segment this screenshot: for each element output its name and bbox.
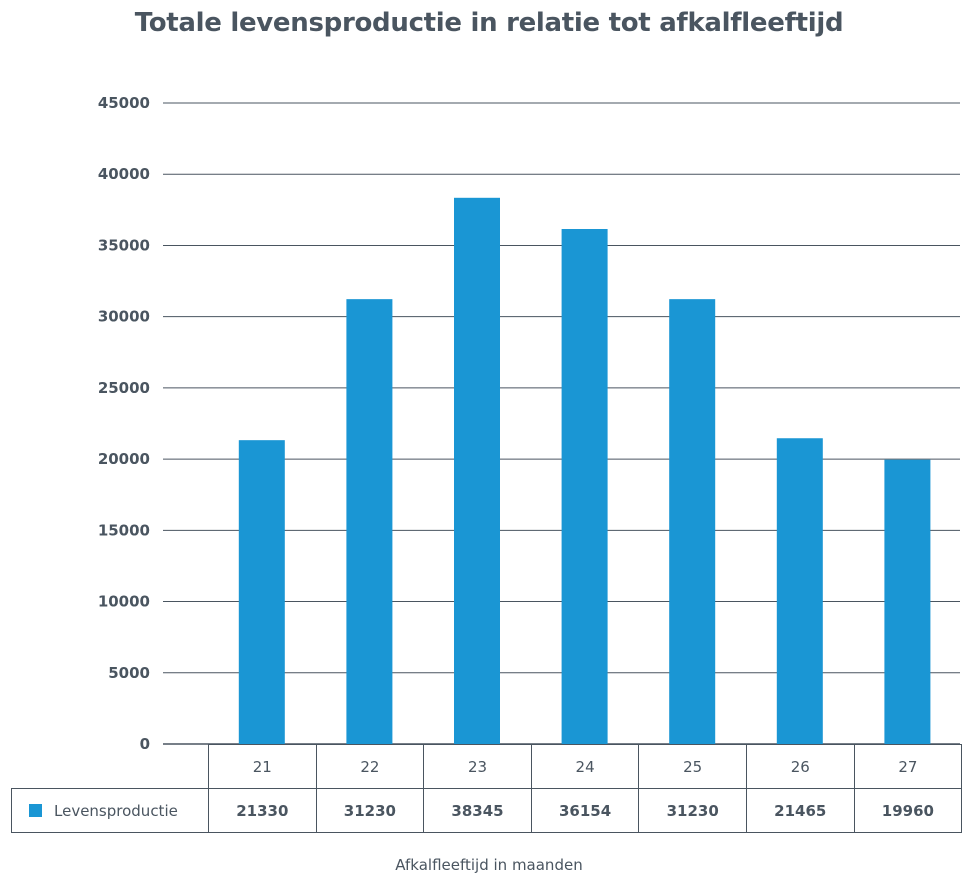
x-tick-label: 27 [853, 744, 963, 789]
y-tick-label: 0 [140, 735, 150, 753]
data-table: 21 22 23 24 25 26 27 Levensproductie 21330 3123… [11, 744, 963, 833]
y-tick-label: 5000 [108, 664, 150, 682]
data-label: 31230 [315, 788, 425, 833]
y-tick-label: 45000 [98, 94, 150, 112]
x-tick-label: 23 [423, 744, 532, 789]
y-tick-label: 30000 [98, 308, 150, 326]
bar-23 [454, 197, 500, 745]
x-tick-label: 21 [208, 744, 317, 789]
x-axis-label: Afkalfleeftijd in maanden [395, 856, 583, 874]
legend-label: Levensproductie [54, 801, 178, 820]
x-tick-label: 24 [530, 744, 640, 789]
data-label: 21330 [208, 788, 317, 833]
y-tick-label: 15000 [98, 521, 150, 539]
bar-25 [669, 299, 716, 744]
bar-21 [238, 440, 285, 744]
bar-24 [561, 229, 608, 745]
y-axis-ticks: 0 5000 10000 15000 20000 25000 30000 35000 40000… [98, 94, 150, 753]
legend-entry: Levensproductie [11, 788, 209, 833]
x-tick-label: 25 [638, 744, 747, 789]
y-tick-label: 10000 [98, 593, 150, 611]
y-tick-label: 35000 [98, 236, 150, 254]
x-tick-label: 26 [745, 744, 855, 789]
series-row: Levensproductie 21330 31230 38345 36154 3123… [11, 788, 963, 833]
data-label: 31230 [638, 788, 747, 833]
table-corner [11, 744, 209, 789]
y-tick-label: 40000 [98, 165, 150, 183]
data-label: 19960 [853, 788, 963, 833]
data-label: 21465 [745, 788, 855, 833]
legend-swatch [29, 803, 42, 817]
x-tick-label: 22 [315, 744, 425, 789]
bar-26 [776, 438, 823, 744]
bars [238, 197, 931, 745]
bar-22 [346, 299, 393, 744]
y-tick-label: 25000 [98, 379, 150, 397]
category-row: 21 22 23 24 25 26 27 [11, 744, 963, 789]
data-label: 38345 [423, 788, 532, 833]
bar-27 [884, 459, 931, 744]
data-label: 36154 [530, 788, 640, 833]
chart-title: Totale levensproductie in relatie tot af… [134, 8, 844, 38]
y-tick-label: 20000 [98, 450, 150, 468]
